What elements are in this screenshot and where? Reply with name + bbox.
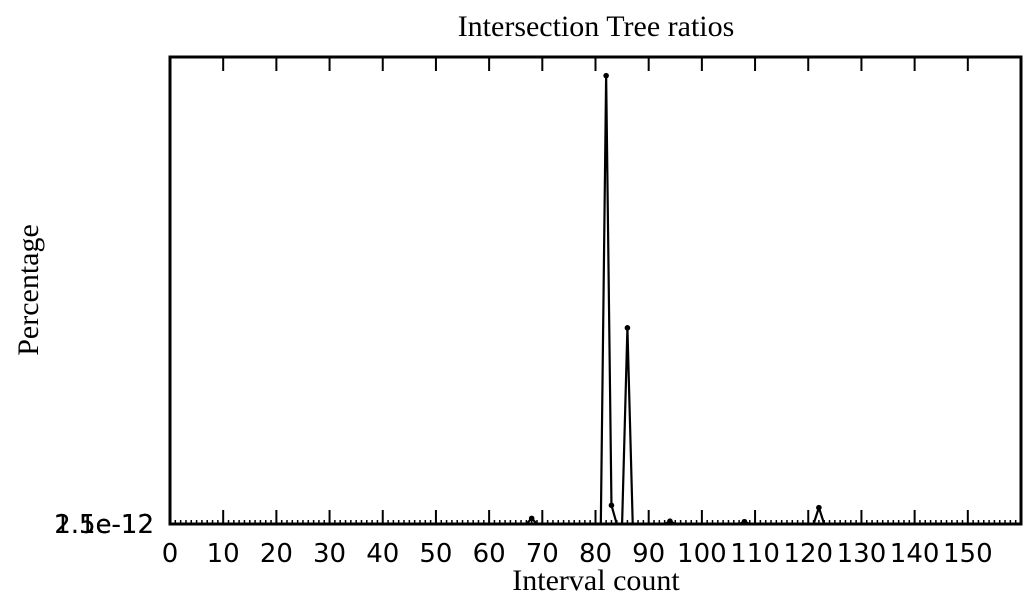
data-point [608, 502, 615, 509]
x-tick-label: 150 [943, 539, 993, 569]
series-line [170, 74, 1016, 526]
x-tick-label: 120 [783, 539, 833, 569]
x-tick-label: 80 [579, 539, 612, 569]
x-tick-label: 100 [677, 539, 727, 569]
x-tick-label: 10 [207, 539, 240, 569]
chart-title: Intersection Tree ratios [458, 10, 735, 43]
x-axis-label: Interval count [512, 564, 680, 597]
data-point [603, 72, 609, 79]
x-tick-label: 60 [473, 539, 506, 569]
data-point [528, 515, 535, 522]
y-tick-label: 1e-12 [79, 510, 154, 540]
x-tick-label: 30 [313, 539, 346, 569]
y-axis-label: Percentage [12, 224, 45, 356]
x-tick-label: 50 [419, 539, 452, 569]
y-tick-label: 2.5e-12 [54, 510, 154, 540]
x-tick-label: 40 [366, 539, 399, 569]
x-tick-label: 0 [162, 539, 179, 569]
x-tick-label: 110 [730, 539, 780, 569]
plot-frame [168, 55, 1023, 526]
x-tick-label: 70 [526, 539, 559, 569]
data-point [624, 325, 631, 331]
x-tick-label: 20 [260, 539, 293, 569]
data-point [816, 504, 822, 511]
y-tick-label: 1.5e-12 [54, 510, 154, 540]
x-tick-label: 130 [837, 539, 887, 569]
x-tick-label: 90 [632, 539, 665, 569]
x-tick-label: 140 [890, 539, 940, 569]
